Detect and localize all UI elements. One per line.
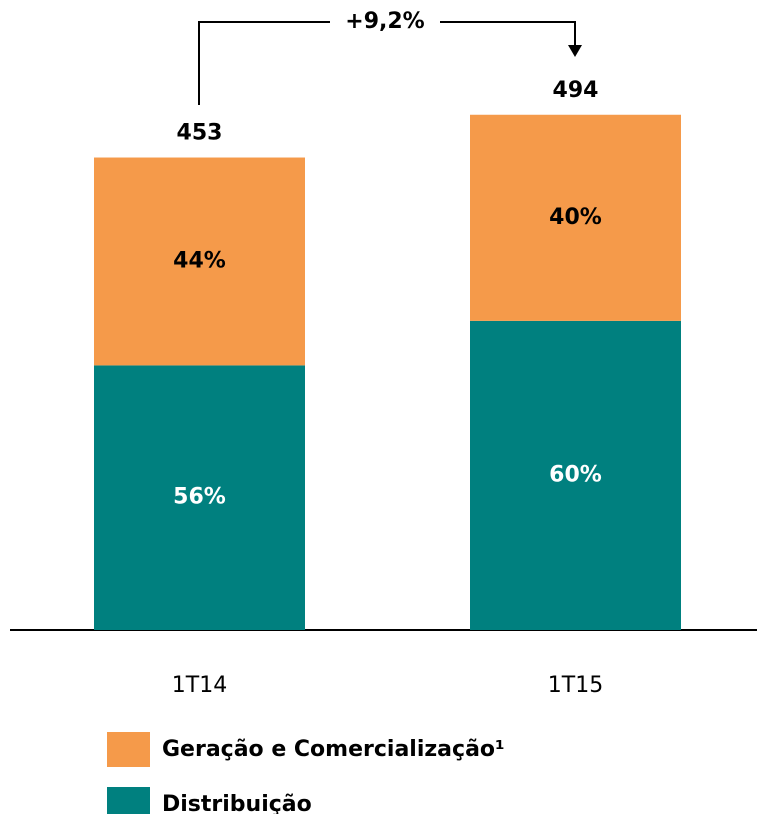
total-label: 453 — [177, 121, 223, 146]
segment-label: 56% — [173, 485, 226, 510]
bar-segment — [94, 157, 305, 366]
legend-swatch — [107, 732, 150, 767]
bar-segment — [470, 114, 681, 321]
total-label: 494 — [553, 78, 599, 103]
segment-label: 40% — [549, 205, 602, 230]
legend-swatch — [107, 787, 150, 814]
arrow-head — [568, 45, 582, 57]
x-tick-label: 1T14 — [172, 673, 227, 698]
bar-segment — [470, 320, 681, 630]
legend-label: Geração e Comercialização¹ — [162, 737, 505, 762]
growth-bracket — [198, 21, 576, 105]
legend-label: Distribuição — [162, 792, 312, 814]
segment-label: 60% — [549, 462, 602, 487]
bar-segment — [94, 365, 305, 630]
growth-annotation: +9,2% — [345, 9, 424, 34]
segment-label: 44% — [173, 248, 226, 273]
x-tick-label: 1T15 — [548, 673, 603, 698]
